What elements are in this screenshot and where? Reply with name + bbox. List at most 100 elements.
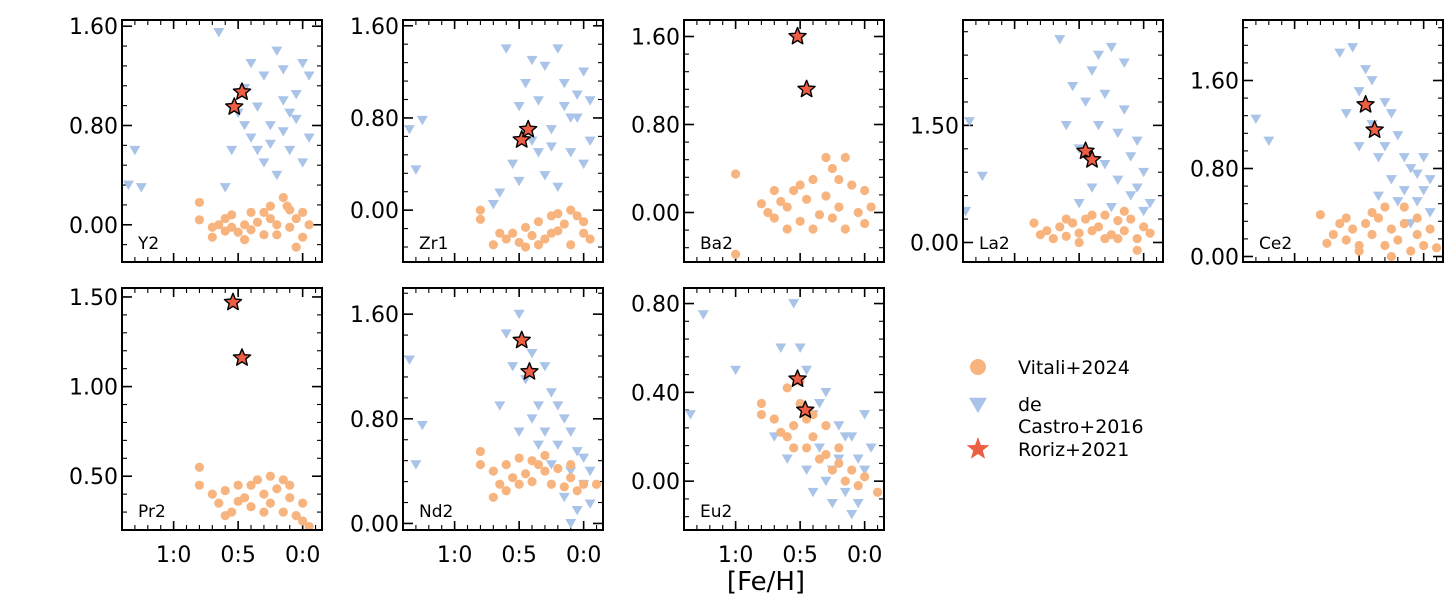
point-vitali (298, 207, 308, 217)
y-tick-label: 1.60 (350, 15, 399, 40)
legend-marker-triangle (969, 397, 987, 414)
point-roriz (520, 362, 539, 380)
point-roriz (232, 82, 252, 100)
point-decastro (578, 159, 590, 169)
y-tick-label: 0.80 (631, 293, 680, 318)
y-tick-label: 0.80 (350, 107, 399, 132)
point-vitali (227, 210, 237, 220)
point-roriz (223, 292, 243, 311)
point-vitali (847, 180, 857, 190)
point-vitali (840, 224, 850, 234)
y-tick-label: 1.50 (910, 114, 959, 139)
point-vitali (1412, 213, 1422, 223)
point-roriz (225, 97, 244, 115)
point-vitali (827, 163, 837, 174)
y-tick-label: 0.80 (350, 408, 399, 433)
x-tick-label: 0:0 (285, 543, 320, 568)
point-decastro (794, 343, 806, 353)
point-vitali (194, 462, 205, 472)
point-decastro (1092, 120, 1104, 131)
point-vitali (278, 507, 288, 517)
point-decastro (859, 465, 871, 476)
point-decastro (297, 59, 309, 69)
point-vitali (1412, 229, 1422, 240)
point-vitali (731, 249, 741, 259)
point-decastro (1347, 43, 1359, 53)
element-label: Pr2 (138, 502, 166, 522)
point-decastro (571, 447, 583, 457)
y-tick-label: 1.50 (69, 286, 118, 311)
point-decastro (1418, 153, 1430, 163)
point-decastro (1067, 81, 1079, 92)
point-decastro (1424, 175, 1436, 185)
point-decastro (1250, 114, 1262, 124)
axes-frame (402, 287, 604, 531)
point-vitali (789, 185, 799, 196)
point-decastro (507, 159, 519, 169)
point-vitali (821, 449, 831, 460)
point-decastro (833, 421, 845, 431)
point-decastro (532, 96, 544, 106)
point-vitali (220, 511, 230, 521)
point-vitali (214, 220, 224, 230)
point-vitali (304, 220, 314, 230)
point-decastro (1138, 167, 1150, 178)
point-decastro (526, 136, 538, 146)
point-vitali (194, 197, 205, 208)
point-decastro (1131, 136, 1143, 146)
point-decastro (558, 414, 570, 424)
point-vitali (272, 484, 282, 494)
point-vitali (298, 516, 308, 526)
point-decastro (788, 299, 800, 309)
point-vitali (769, 414, 779, 424)
point-vitali (520, 242, 531, 252)
point-decastro (846, 510, 858, 520)
point-decastro (1398, 186, 1410, 196)
point-vitali (1386, 251, 1396, 262)
legend-label: de (1018, 394, 1042, 416)
point-roriz (512, 130, 531, 148)
point-decastro (500, 44, 512, 54)
point-decastro (584, 136, 596, 146)
point-vitali (514, 237, 524, 248)
point-vitali (795, 216, 805, 226)
point-vitali (1354, 246, 1364, 256)
panels: 0.00 0.80 1.60 Y2 0.00 0.80 1.60 Zr1 0.00 0.80 1.6… (69, 15, 1444, 568)
x-tick-label: 0:5 (501, 543, 536, 568)
legend-label: Castro+2016 (1018, 416, 1144, 438)
point-decastro (526, 349, 538, 359)
point-vitali (259, 230, 269, 240)
point-decastro (839, 432, 851, 442)
element-label: La2 (979, 234, 1010, 254)
y-tick-label: 0.00 (910, 231, 959, 256)
point-vitali (233, 480, 243, 490)
point-vitali (1419, 240, 1429, 251)
y-tick-label: 0.80 (69, 114, 118, 139)
y-tick-label: 1.60 (350, 303, 399, 328)
point-decastro (494, 401, 506, 411)
axes-frame (402, 19, 604, 263)
point-vitali (1322, 238, 1332, 248)
point-vitali (1119, 226, 1129, 236)
point-vitali (291, 242, 301, 252)
point-decastro (1060, 120, 1072, 131)
point-vitali (540, 234, 550, 244)
point-vitali (488, 492, 498, 502)
point-vitali (756, 199, 767, 209)
point-vitali (285, 480, 295, 490)
x-tick-label: 1:0 (437, 543, 472, 568)
point-vitali (1093, 222, 1104, 232)
y-tick-label: 0.00 (350, 199, 399, 224)
y-tick-label: 0.00 (69, 214, 118, 239)
point-vitali (1315, 210, 1326, 220)
point-decastro (1340, 109, 1352, 119)
point-decastro (552, 44, 564, 54)
point-vitali (194, 480, 205, 490)
point-decastro (290, 114, 302, 125)
element-label: Ba2 (700, 234, 733, 254)
point-vitali (1061, 231, 1071, 241)
point-decastro (1105, 42, 1117, 53)
point-decastro (410, 165, 422, 175)
point-decastro (584, 96, 596, 106)
point-vitali (776, 196, 786, 207)
